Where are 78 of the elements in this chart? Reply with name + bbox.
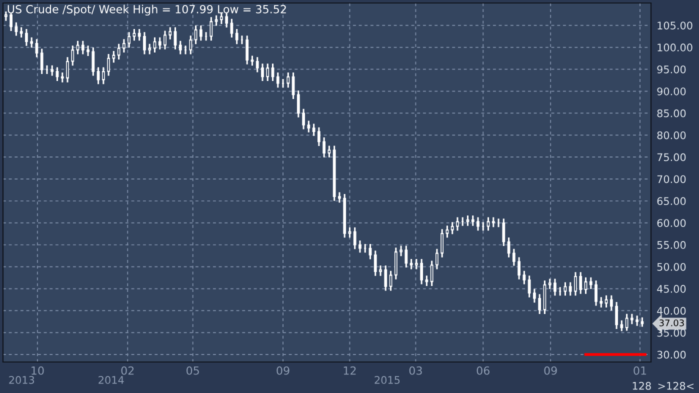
text: 128: [632, 382, 651, 390]
text: >128<: [658, 382, 694, 390]
y-tick-label: 85.00: [657, 109, 686, 118]
candlestick: [554, 278, 556, 296]
candlestick: [40, 48, 44, 74]
y-tick-label: 35.00: [657, 328, 686, 337]
x-tick-label: 05: [186, 366, 199, 375]
candlestick: [332, 146, 336, 201]
candlestick: [436, 248, 438, 270]
x-tick-label: 09: [544, 366, 557, 375]
candlestick: [384, 266, 388, 291]
candlestick: [199, 25, 202, 41]
candlestick: [102, 67, 105, 84]
candlestick: [404, 246, 408, 268]
y-tick-label: 75.00: [657, 153, 686, 162]
annotation: 37.03: [659, 319, 684, 326]
candlestick: [235, 29, 238, 44]
candlestick: [71, 46, 74, 66]
candlestick: [164, 30, 166, 50]
y-tick-label: 40.00: [657, 306, 686, 315]
text: 2014: [98, 376, 124, 384]
candlestick: [107, 54, 110, 76]
candlestick: [574, 272, 577, 296]
candlestick: [343, 194, 346, 238]
y-tick-label: 105.00: [658, 22, 692, 30]
candlestick: [374, 250, 377, 276]
y-tick-label: 70.00: [657, 175, 686, 184]
candlestick: [518, 257, 520, 280]
candlestick: [430, 260, 434, 286]
candlestick: [92, 47, 95, 76]
candlestick: [25, 29, 28, 46]
candlestick: [266, 64, 270, 82]
candlestick: [579, 272, 582, 294]
candlestick: [225, 12, 228, 28]
candlestick: [189, 36, 192, 54]
candlestick: [256, 57, 259, 72]
candlestick: [10, 13, 13, 31]
candlestick: [353, 227, 356, 250]
candlestick: [66, 57, 69, 82]
text: 2015: [374, 376, 400, 384]
y-tick-label: 50.00: [657, 262, 686, 271]
candlestick: [210, 17, 213, 41]
x-tick-label: 12: [344, 366, 356, 375]
candlestick: [261, 64, 264, 82]
candlestick: [594, 280, 598, 306]
candlestick: [528, 276, 531, 298]
candlestick: [128, 32, 131, 48]
y-tick-label: 45.00: [657, 284, 686, 293]
y-tick-label: 80.00: [657, 131, 686, 140]
x-tick-label: 01: [634, 366, 646, 375]
y-tick-label: 100.00: [658, 44, 692, 52]
candlestick: [625, 314, 628, 331]
candlestick: [394, 248, 398, 280]
candlestick: [440, 229, 444, 258]
x-tick-label: 10: [32, 366, 44, 375]
x-tick-label: 03: [409, 366, 422, 375]
candlestick: [317, 127, 320, 146]
x-tick-label: 06: [476, 366, 490, 375]
y-tick-label: 30.00: [657, 350, 686, 359]
candlestick: [302, 108, 305, 130]
y-tick-label: 65.00: [657, 197, 686, 206]
candlestick: [420, 258, 424, 284]
candlestick: [502, 218, 506, 246]
candlestick: [538, 294, 542, 314]
x-tick-label: 02: [121, 366, 134, 375]
candlestick: [512, 248, 516, 266]
y-tick-label: 55.00: [657, 241, 686, 249]
y-tick-label: 60.00: [657, 219, 686, 227]
candlestick: [322, 137, 326, 158]
candlestick: [143, 32, 146, 54]
y-tick-label: 95.00: [657, 65, 686, 74]
chart-title: US Crude /Spot/ Week High = 107.99 Low = 35.52: [8, 4, 286, 16]
candlestick: [246, 36, 249, 64]
candlestick: [296, 90, 300, 118]
y-tick-label: 90.00: [657, 87, 686, 96]
candlestick: [615, 302, 618, 329]
text: 2013: [9, 376, 34, 384]
x-tick-label: 09: [276, 366, 290, 375]
